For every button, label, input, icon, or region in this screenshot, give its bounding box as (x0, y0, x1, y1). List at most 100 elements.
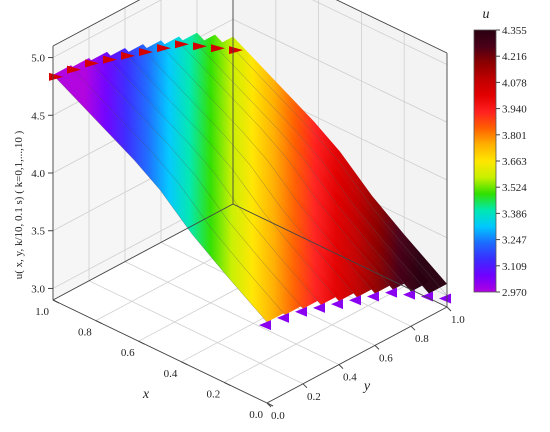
colorbar-tick-label: 3.247 (502, 235, 527, 247)
layer-tooth-right (211, 44, 225, 53)
surface-strip (125, 44, 357, 302)
layer-tooth-left (367, 291, 379, 302)
grid-y-floor (124, 261, 340, 365)
colorbar-title: u (483, 7, 490, 22)
layer-edge (52, 74, 268, 323)
grid-z-ypane (311, 0, 448, 65)
x-tick-label: 0.6 (121, 347, 135, 359)
grid-y-floor (88, 280, 304, 385)
x-tick-label: 0.4 (164, 368, 178, 380)
layer-tooth-right (85, 59, 99, 68)
colorbar-tick-label: 4.216 (502, 51, 527, 63)
layer-edge (232, 47, 448, 296)
surface-strip (53, 65, 285, 323)
layer-tooth-left (295, 306, 307, 317)
surface-layers (49, 32, 451, 331)
edge-y-front (266, 306, 448, 404)
y-tick-mark (446, 306, 452, 312)
layer-tooth-left (259, 320, 271, 331)
surface-strip (161, 36, 393, 294)
layer-tooth-left (403, 289, 415, 300)
surface-strip (143, 40, 375, 298)
y-tick-label: 0.4 (343, 372, 357, 384)
layer-edge (178, 42, 394, 290)
y-tick-mark (266, 402, 272, 408)
z-tick-label: 3.5 (31, 226, 45, 238)
surface-strip (71, 57, 303, 315)
x-tick-mark (95, 320, 103, 325)
layer-tooth-left (349, 295, 361, 306)
layer-tooth-right (67, 65, 81, 74)
layer-edge (70, 67, 286, 316)
y-tick-label: 0.2 (307, 391, 321, 403)
x-tick-mark (52, 299, 60, 304)
colorbar-tick-label: 2.970 (502, 287, 527, 299)
surface-strip (197, 34, 429, 292)
x-tick-label: 0.0 (249, 409, 263, 421)
colorbar-tick-label: 4.078 (502, 77, 527, 89)
layer-tooth-right (121, 51, 135, 60)
grid-z-xpane (52, 0, 162, 58)
edge-top-x (52, 0, 141, 47)
x-tick-label: 0.8 (78, 327, 92, 339)
colorbar-tick-label: 3.524 (502, 182, 527, 194)
tick-labels: 3.0 3.5 4.0 4.5 5.0 0.0 0.2 0.4 0.6 0.8 1.0 0.0 0.2 0… (31, 53, 465, 422)
layer-tooth-right (49, 72, 63, 81)
z-tick-label: 4.5 (31, 110, 45, 122)
x-tick-mark (223, 381, 231, 386)
layer-tooth-right (103, 55, 117, 64)
edge-y-back (232, 203, 448, 308)
colorbar-tick-label: 3.663 (502, 156, 527, 168)
colorbar-gradient (473, 29, 497, 293)
z-tick-label: 5.0 (31, 53, 45, 65)
grid-z-ypane (232, 18, 448, 123)
layer-edge (214, 46, 430, 294)
colorbar-tick-label: 4.355 (502, 25, 527, 37)
colorbar-tick-label: 3.386 (502, 208, 527, 220)
layer-edge (160, 45, 376, 294)
x-tick-mark (138, 340, 145, 345)
colorbar-tick-label: 3.109 (502, 261, 527, 273)
layer-tooth-left (331, 299, 343, 310)
layer-tooth-left (385, 287, 397, 298)
y-tick-label: 0.6 (379, 352, 393, 364)
layer-tooth-right (175, 40, 189, 49)
edge-x-front (52, 299, 268, 404)
y-tick-mark (374, 345, 380, 350)
layer-edge (196, 44, 412, 292)
layer-tooth-right (193, 42, 207, 51)
z-axis-title: u( x, y, k/10, 0.1 s) ( k=0,1,...,10 ) (13, 130, 25, 279)
x-tick-label: 1.0 (35, 306, 49, 318)
x-tick-label: 0.2 (206, 388, 220, 400)
surface-strip (89, 51, 321, 309)
x-tick-mark (181, 361, 188, 366)
colorbar: 4.355 4.216 4.078 3.940 3.801 3.663 3.524 3.386… (473, 25, 527, 299)
edge-x-back (52, 203, 234, 301)
z-tick-label: 4.0 (31, 168, 45, 180)
x-axis-title: x (142, 387, 150, 402)
y-tick-label: 0.8 (415, 333, 429, 345)
layer-tooth-left (277, 312, 289, 323)
layer-tooth-left (439, 293, 451, 304)
layer-edge (88, 61, 304, 309)
colorbar-tick-label: 3.801 (502, 130, 527, 142)
grid-x-floor (224, 286, 405, 383)
z-tick-label: 3.0 (31, 283, 45, 295)
surface-strip (107, 48, 339, 305)
y-tick-mark (410, 325, 416, 331)
layer-tooth-right (229, 46, 243, 55)
edge-top-y (335, 0, 448, 54)
layer-edge (124, 53, 340, 302)
layer-tooth-right (157, 44, 171, 53)
layer-edge (106, 57, 322, 306)
y-axis-title: y (362, 379, 371, 394)
surface-strip (215, 36, 447, 294)
y-tick-mark (338, 364, 344, 369)
layer-tooth-right (139, 47, 153, 56)
layer-tooth-left (313, 302, 325, 313)
colorbar-tick-label: 3.940 (502, 104, 527, 116)
y-tick-mark (302, 383, 308, 389)
y-tick-label: 1.0 (451, 314, 465, 326)
